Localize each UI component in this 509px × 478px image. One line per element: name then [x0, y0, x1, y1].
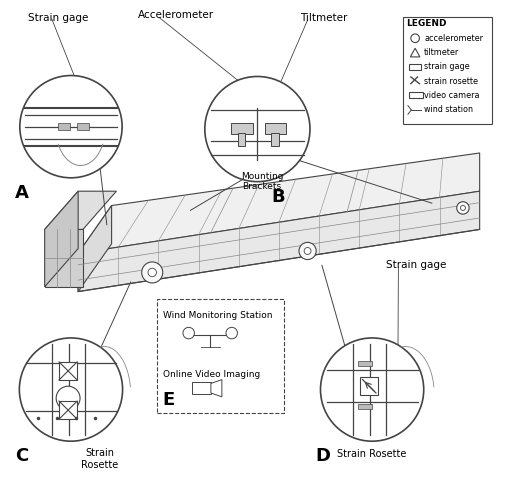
Circle shape	[320, 338, 423, 441]
Polygon shape	[78, 206, 111, 292]
Circle shape	[460, 206, 465, 210]
Polygon shape	[45, 191, 78, 287]
Text: strain rosette: strain rosette	[423, 77, 477, 86]
Text: Strain Rosette: Strain Rosette	[337, 449, 406, 459]
Circle shape	[142, 262, 162, 283]
Text: strain gage: strain gage	[423, 63, 469, 71]
Polygon shape	[45, 229, 83, 287]
Bar	[359, 377, 378, 395]
Bar	[59, 362, 77, 380]
Text: accelerometer: accelerometer	[423, 34, 482, 43]
Bar	[270, 133, 278, 146]
Text: Strain
Rosette: Strain Rosette	[81, 448, 118, 470]
Text: LEGEND: LEGEND	[405, 19, 446, 28]
Circle shape	[205, 76, 309, 182]
Text: B: B	[271, 188, 285, 206]
Circle shape	[298, 242, 316, 260]
Text: Wind Monitoring Station: Wind Monitoring Station	[162, 311, 272, 320]
Text: Strain gage: Strain gage	[386, 261, 446, 270]
Text: A: A	[15, 184, 29, 202]
Bar	[59, 401, 77, 419]
Circle shape	[456, 202, 468, 214]
Text: Strain gage: Strain gage	[28, 13, 88, 22]
Bar	[157, 299, 283, 413]
Bar	[357, 404, 372, 409]
Bar	[403, 17, 491, 124]
Circle shape	[225, 327, 237, 339]
Text: E: E	[162, 391, 175, 409]
Circle shape	[303, 248, 310, 254]
Text: Tiltmeter: Tiltmeter	[300, 13, 347, 22]
Polygon shape	[78, 191, 479, 292]
Circle shape	[20, 76, 122, 178]
Bar	[77, 123, 89, 130]
Bar	[191, 382, 210, 394]
Bar	[357, 361, 372, 366]
Bar	[409, 92, 422, 98]
Bar	[231, 123, 252, 134]
Bar	[264, 123, 286, 134]
Circle shape	[148, 268, 156, 277]
Text: video camera: video camera	[423, 91, 479, 100]
Circle shape	[183, 327, 194, 339]
Text: Mounting
Brackets: Mounting Brackets	[240, 172, 283, 192]
Text: D: D	[315, 447, 330, 466]
Circle shape	[19, 338, 122, 441]
Polygon shape	[78, 153, 479, 253]
Text: Online Video Imaging: Online Video Imaging	[162, 370, 260, 379]
Circle shape	[56, 386, 80, 410]
Polygon shape	[45, 191, 116, 229]
Polygon shape	[210, 380, 221, 397]
Text: C: C	[15, 447, 29, 466]
Text: tiltmeter: tiltmeter	[423, 48, 459, 57]
Bar	[58, 123, 69, 130]
Bar	[237, 133, 245, 146]
Text: wind station: wind station	[423, 106, 472, 114]
Bar	[409, 64, 420, 70]
Text: Accelerometer: Accelerometer	[137, 11, 214, 20]
